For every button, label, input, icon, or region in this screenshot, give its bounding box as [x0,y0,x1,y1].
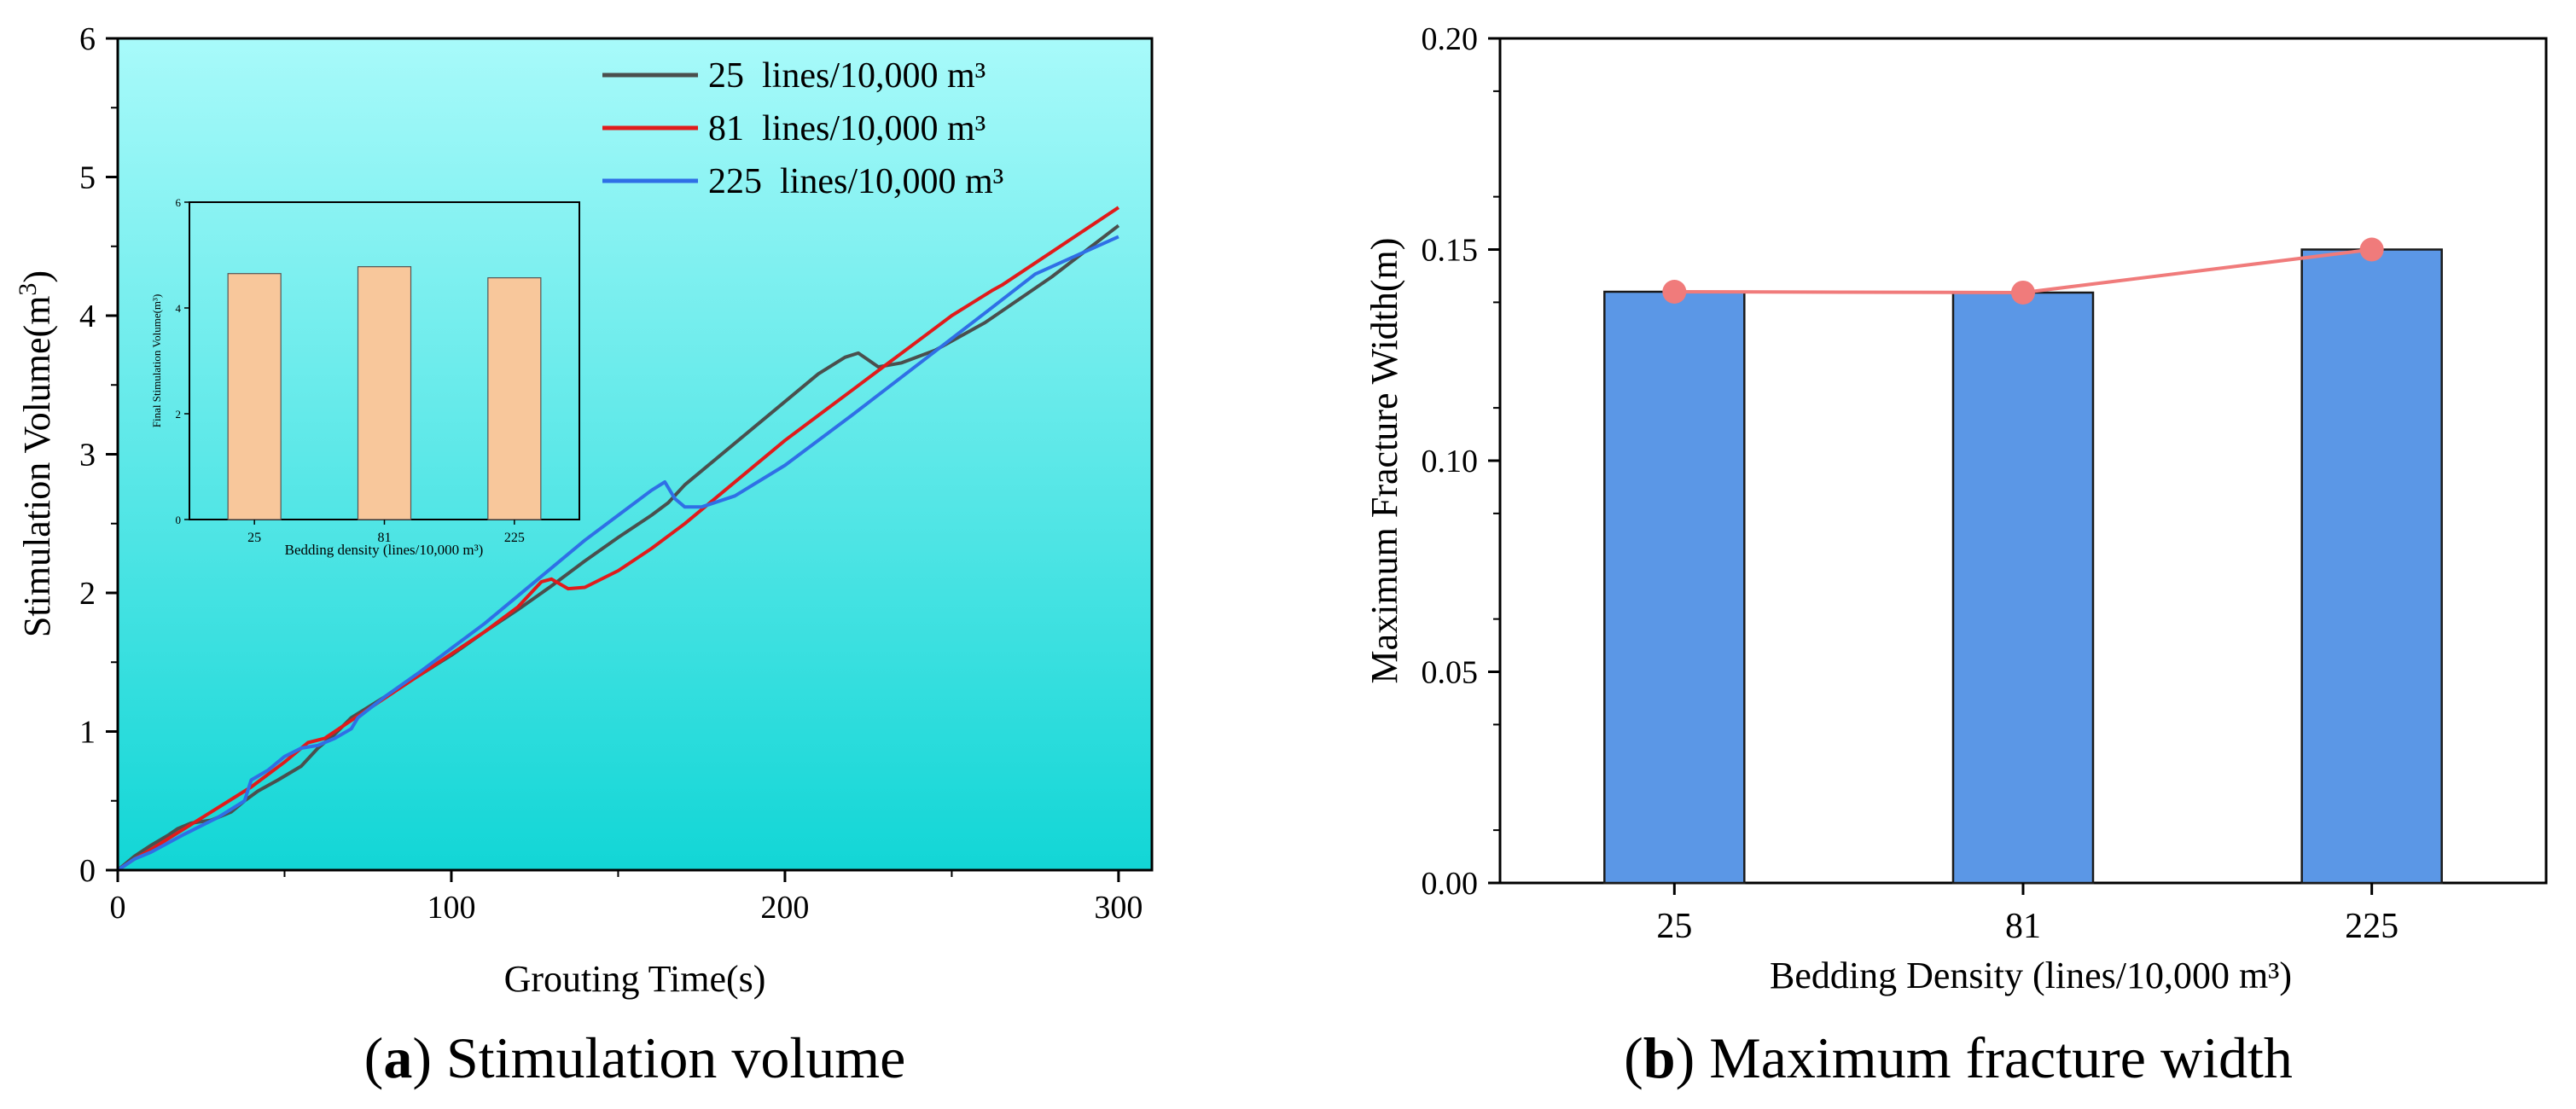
chart-a-ylabel: Stimulation Volume(m3) [14,270,59,637]
inset-bar-225 [487,277,542,520]
chart-a-plot-background [118,38,1152,870]
legend-label-25: 25 lines/10,000 m³ [708,56,986,96]
caption-a-open: ( [364,1025,384,1090]
chart-a-ylabel-end: ) [16,270,58,283]
b-xtick-label-81: 81 [2005,907,2041,946]
inset-xtick-label-81: 81 [378,531,392,545]
chart-a: 0 100 200 300 0 1 2 3 4 5 6 Grouting Time(s) Stimu… [14,21,1154,1000]
a-ytick-label-1: 1 [79,715,96,751]
a-xtick-label-300: 300 [1094,890,1143,926]
inset-marks: 25 81 225 0 2 4 6 [176,196,542,545]
b-ytick-label-0.10: 0.10 [1422,444,1479,479]
a-ytick-label-5: 5 [79,160,96,196]
chart-a-legend: 25 lines/10,000 m³ 81 lines/10,000 m³ 22… [602,56,1003,201]
b-ytick-label-0.20: 0.20 [1422,21,1479,57]
b-xtick-label-25: 25 [1656,907,1692,946]
a-ytick-label-2: 2 [79,576,96,612]
overlay-point-225 [2359,237,2384,262]
inset-ytick-label-4: 4 [176,302,182,315]
series-line-81 [118,206,1120,870]
b-ytick-label-0.00: 0.00 [1422,866,1479,902]
overlay-point-81 [2011,280,2035,305]
inset-ytick-label-0: 0 [176,514,182,526]
caption-a-close: ) [412,1025,446,1090]
bar-25 [1603,290,1746,885]
caption-b-open: ( [1624,1025,1643,1090]
chart-a-axes: 0 100 200 300 0 1 2 3 4 5 6 [79,21,1143,926]
b-xtick-label-225: 225 [2345,907,2399,946]
chart-b-ylabel: Maximum Fracture Width(m) [1364,238,1405,684]
b-ytick-label-0.05: 0.05 [1422,655,1479,691]
series-line-225 [118,235,1119,870]
chart-a-ylabel-main: Stimulation Volume(m [16,296,58,638]
inset-ylabel: Final Stimulation Volume(m³) [150,294,163,428]
bar-81 [1951,291,2095,885]
caption-a-text: Stimulation volume [446,1025,905,1090]
overlay-point-25 [1662,280,1687,304]
a-xtick-label-100: 100 [427,890,475,926]
chart-a-ylabel-sup: 3 [14,283,42,296]
chart-b-axes: 25 81 225 0.00 0.05 0.10 0.15 0.20 [1422,21,2399,946]
a-xtick-label-0: 0 [110,890,126,926]
inset-ytick-label-2: 2 [176,408,182,421]
bar-225 [2300,248,2443,885]
inset-xtick-label-225: 225 [504,531,525,545]
a-ytick-label-0: 0 [79,853,96,889]
a-ytick-label-3: 3 [79,438,96,473]
caption-a-letter: a [383,1025,412,1090]
inset-bar-81 [357,266,412,520]
chart-b-xlabel: Bedding Density (lines/10,000 m³) [1770,955,2292,996]
chart-a-inset: 25 81 225 0 2 4 6 Bedding density (lines/10,00… [150,196,580,558]
a-xtick-label-200: 200 [760,890,809,926]
inset-xtick-label-25: 25 [247,531,261,545]
legend-label-81: 81 lines/10,000 m³ [708,109,986,148]
caption-b-letter: b [1643,1025,1676,1090]
b-ytick-label-0.15: 0.15 [1422,233,1479,269]
chart-b: 25 81 225 0.00 0.05 0.10 0.15 0.20 Bedding Dens… [1364,21,2548,996]
chart-a-xlabel: Grouting Time(s) [504,958,766,1000]
legend-label-225: 225 lines/10,000 m³ [708,162,1003,201]
caption-b-text: Maximum fracture width [1709,1025,2293,1090]
caption-a: (a) Stimulation volume [364,1025,906,1090]
inset-bar-25 [227,273,282,520]
caption-b: (b) Maximum fracture width [1624,1025,2293,1090]
a-ytick-label-6: 6 [79,21,96,57]
chart-b-marks [1603,237,2443,885]
chart-a-series-group [118,206,1120,870]
inset-ytick-label-6: 6 [176,196,182,209]
inset-xlabel: Bedding density (lines/10,000 m³) [285,542,484,558]
caption-b-close: ) [1676,1025,1710,1090]
a-ytick-label-4: 4 [79,299,96,334]
